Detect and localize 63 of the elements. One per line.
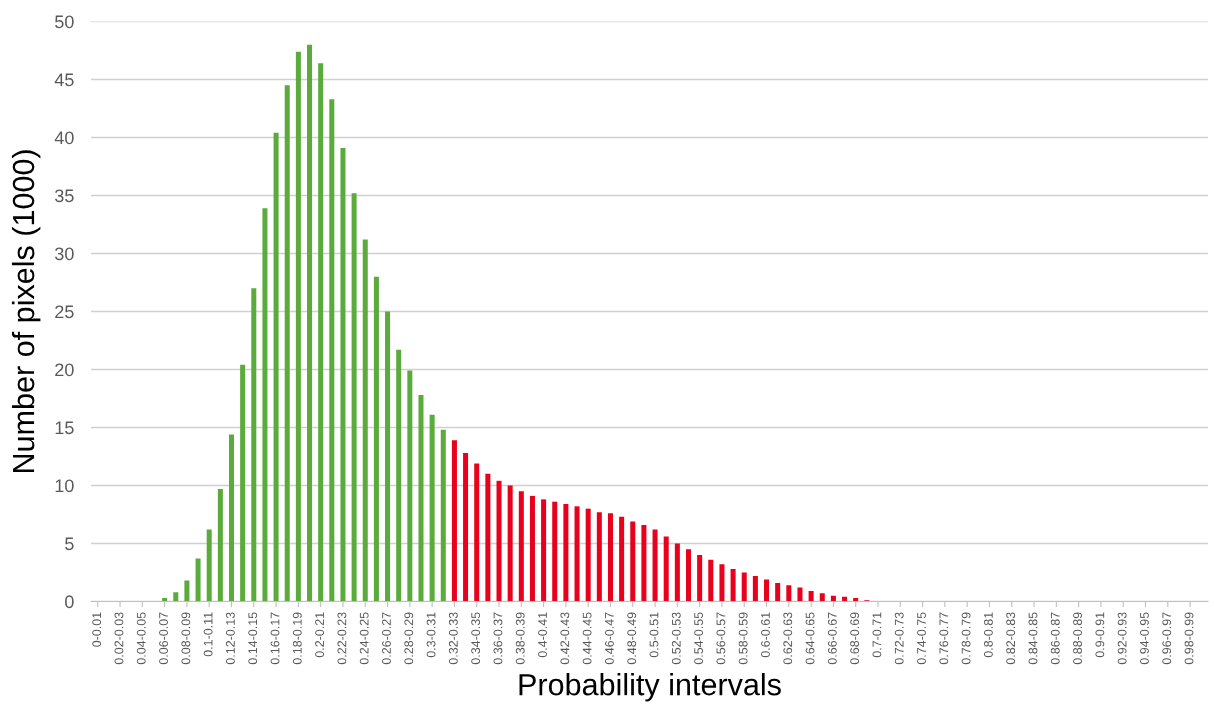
x-tick-label: 0.76-0.77 xyxy=(939,612,949,665)
x-tick-label: 0.26-0.27 xyxy=(382,612,391,665)
x-tick-label: 0.86-0.87 xyxy=(1050,612,1060,665)
x-tick-label: 0.64-0.65 xyxy=(805,612,815,665)
x-tick-label: 0.5-0.51 xyxy=(649,612,659,658)
x-tick-label: 0.08-0.09 xyxy=(181,612,191,665)
y-tick-label: 10 xyxy=(55,479,74,493)
x-tick-label: 0.7-0.71 xyxy=(872,612,882,658)
x-tick-label: 0.04-0.05 xyxy=(136,612,146,665)
y-tick-label: 45 xyxy=(54,73,74,87)
x-tick-label: 0.46-0.47 xyxy=(604,612,614,665)
x-tick-label: 0.9-0.91 xyxy=(1095,612,1105,658)
x-tick-label: 0.8-0.81 xyxy=(983,612,993,658)
x-tick-label: 0.02-0.03 xyxy=(114,612,124,665)
x-tick-label: 0.4-0.41 xyxy=(538,612,547,658)
x-tick-label: 0.52-0.53 xyxy=(671,612,681,665)
y-tick-label: 50 xyxy=(55,15,74,29)
x-tick-label: 0.68-0.69 xyxy=(850,612,860,665)
x-tick-label: 0.48-0.49 xyxy=(627,612,637,665)
y-tick-label: 30 xyxy=(54,247,74,261)
x-tick-label: 0.16-0.17 xyxy=(270,612,280,665)
x-tick-label: 0.54-0.55 xyxy=(694,612,703,665)
x-tick-label: 0.88-0.89 xyxy=(1073,612,1082,665)
x-tick-label: 0.56-0.57 xyxy=(716,612,726,665)
x-tick-label: 0.72-0.73 xyxy=(894,612,904,665)
x-tick-label: 0.3-0.31 xyxy=(426,612,436,658)
x-tick-label: 0.36-0.37 xyxy=(493,612,503,665)
x-tick-label: 0.2-0.21 xyxy=(315,612,325,658)
x-tick-label: 0.74-0.75 xyxy=(917,612,926,665)
x-tick-label: 0.06-0.07 xyxy=(159,612,168,665)
x-tick-label: 0-0.01 xyxy=(92,612,102,647)
x-tick-label: 0.34-0.35 xyxy=(471,612,481,665)
x-tick-label: 0.84-0.85 xyxy=(1028,612,1038,665)
x-tick-label: 0.24-0.25 xyxy=(359,612,369,665)
x-tick-label: 0.62-0.63 xyxy=(783,612,793,665)
y-tick-label: 0 xyxy=(65,595,74,609)
x-tick-label: 0.44-0.45 xyxy=(582,612,592,665)
x-tick-label: 0.22-0.23 xyxy=(337,612,347,665)
y-tick-label: 15 xyxy=(55,421,74,435)
x-tick-label: 0.96-0.97 xyxy=(1162,612,1172,665)
x-tick-label: 0.82-0.83 xyxy=(1006,612,1016,665)
x-tick-label: 0.12-0.13 xyxy=(226,612,235,665)
x-tick-label: 0.66-0.67 xyxy=(827,612,837,665)
x-tick-label: 0.98-0.99 xyxy=(1184,612,1194,665)
x-tick-label: 0.38-0.39 xyxy=(515,612,525,665)
x-tick-label: 0.94-0.95 xyxy=(1140,612,1149,665)
x-tick-label: 0.32-0.33 xyxy=(448,612,458,665)
y-axis-title: Number of pixels (1000) xyxy=(11,150,41,472)
x-tick-label: 0.58-0.59 xyxy=(738,612,748,665)
x-tick-label: 0.42-0.43 xyxy=(560,612,570,665)
y-tick-label: 35 xyxy=(54,189,74,203)
x-tick-label: 0.1-0.11 xyxy=(203,612,213,657)
x-tick-label: 0.6-0.61 xyxy=(761,612,770,658)
x-tick-label: 0.14-0.15 xyxy=(248,612,258,665)
y-tick-label: 20 xyxy=(55,363,74,377)
y-tick-label: 25 xyxy=(55,305,74,319)
y-tick-label: 5 xyxy=(65,537,74,551)
x-axis-title: Probability intervals xyxy=(519,673,781,702)
x-tick-label: 0.92-0.93 xyxy=(1117,612,1127,665)
x-tick-label: 0.18-0.19 xyxy=(292,612,302,665)
x-tick-label: 0.78-0.79 xyxy=(961,612,971,665)
x-tick-label: 0.28-0.29 xyxy=(404,612,414,665)
y-tick-label: 40 xyxy=(54,131,74,145)
